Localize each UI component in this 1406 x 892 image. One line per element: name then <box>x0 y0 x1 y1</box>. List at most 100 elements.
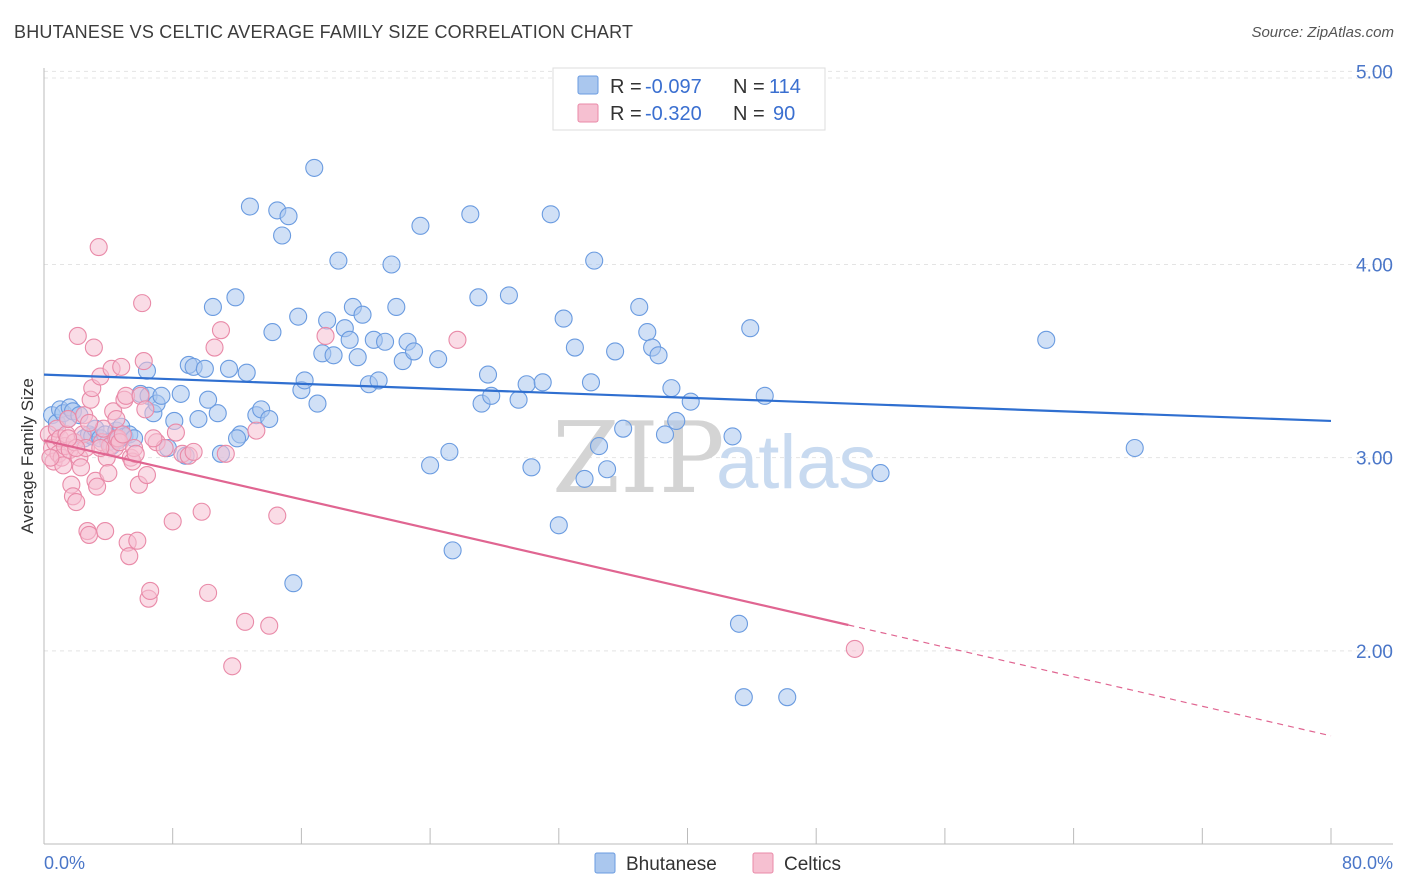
celtics-point-11 <box>59 409 78 429</box>
bhutanese-point-67 <box>369 371 388 390</box>
bhutanese-point-78 <box>443 541 462 560</box>
celtics-point-19 <box>71 458 91 477</box>
stats-legend: R = -0.097 N = 114 R = -0.320 N = 90 <box>552 67 826 131</box>
bhutanese-trend-line <box>43 373 1332 423</box>
celtics-point-62 <box>141 581 160 600</box>
bhutanese-point-109 <box>729 614 749 633</box>
bhutanese-point-92 <box>565 338 584 357</box>
legend-n-label-2: N = <box>733 103 765 125</box>
bhutanese-point-69 <box>382 255 401 274</box>
bhutanese-point-79 <box>461 205 480 224</box>
bhutanese-point-58 <box>324 346 343 365</box>
celtics-point-75 <box>223 657 242 676</box>
grid-layer <box>44 70 1393 652</box>
bhutanese-point-45 <box>260 409 279 429</box>
bhutanese-point-57 <box>318 311 337 330</box>
celtics-point-80 <box>316 326 335 346</box>
bhutanese-point-39 <box>226 288 245 307</box>
bhutanese-point-88 <box>533 373 552 392</box>
bhutanese-point-51 <box>289 307 308 326</box>
celtics-point-16 <box>67 493 86 512</box>
bhutanese-point-95 <box>585 251 604 270</box>
celtics-point-30 <box>89 238 108 257</box>
bhutanese-point-89 <box>541 205 560 224</box>
series-legend-label-bhutanese: Bhutanese <box>626 854 717 875</box>
bhutanese-point-64 <box>353 305 372 324</box>
legend-r-label-1: R = <box>610 76 642 98</box>
bhutanese-point-90 <box>549 516 568 535</box>
celtics-trend-line <box>43 439 849 627</box>
celtics-point-17 <box>68 326 87 346</box>
bhutanese-point-74 <box>411 216 430 235</box>
bhutanese-point-104 <box>655 425 675 444</box>
bhutanese-point-61 <box>340 330 359 349</box>
celtics-point-54 <box>128 531 147 550</box>
celtics-point-71 <box>199 583 218 602</box>
celtics-point-86 <box>41 448 60 467</box>
bhutanese-point-113 <box>1037 330 1056 349</box>
celtics-point-57 <box>133 294 152 313</box>
legend-swatch-bhutanese <box>577 75 599 95</box>
bhutanese-point-103 <box>649 346 668 365</box>
bhutanese-point-115 <box>871 464 890 483</box>
celtics-point-59 <box>136 400 155 419</box>
celtics-point-81 <box>448 330 467 349</box>
bhutanese-point-33 <box>189 409 208 429</box>
celtics-point-79 <box>268 506 287 525</box>
bhutanese-point-54 <box>305 158 324 177</box>
legend-swatch-celtics <box>577 103 599 123</box>
celtics-point-29 <box>88 477 107 496</box>
celtics-point-76 <box>236 612 255 631</box>
legend-r-value-1: -0.097 <box>645 76 702 98</box>
bhutanese-point-35 <box>203 297 222 317</box>
series-celtics-points <box>39 238 864 676</box>
bhutanese-point-106 <box>667 411 686 431</box>
y-axis-label: Average Family Size <box>18 378 37 534</box>
bhutanese-point-41 <box>237 363 256 382</box>
bhutanese-point-101 <box>638 323 657 342</box>
bhutanese-point-29 <box>171 384 190 403</box>
bhutanese-point-91 <box>554 309 573 328</box>
bhutanese-point-38 <box>219 359 239 378</box>
bhutanese-point-108 <box>723 427 742 446</box>
celtics-point-27 <box>84 338 103 357</box>
legend-r-value-2: -0.320 <box>645 103 702 125</box>
watermark-zip: ZIP <box>552 402 725 516</box>
y-tick-label-0: 5.00 <box>1356 62 1393 83</box>
bhutanese-point-110 <box>734 688 753 707</box>
bhutanese-point-100 <box>630 297 649 317</box>
bhutanese-point-77 <box>440 442 459 461</box>
chart-source: Source: ZipAtlas.com <box>1251 24 1394 41</box>
celtics-point-82 <box>845 639 864 658</box>
celtics-point-24 <box>79 525 99 544</box>
bhutanese-point-73 <box>404 342 424 361</box>
celtics-point-74 <box>216 444 235 463</box>
bhutanese-point-111 <box>741 319 760 338</box>
celtics-point-36 <box>99 464 118 483</box>
legend-n-label-1: N = <box>733 76 765 98</box>
bhutanese-point-87 <box>522 458 541 477</box>
series-legend-swatch-bhutanese <box>594 852 616 874</box>
bhutanese-point-85 <box>509 390 528 409</box>
trend-layer <box>43 373 1332 737</box>
celtics-point-60 <box>137 465 157 485</box>
bhutanese-point-50 <box>284 574 303 593</box>
y-tick-label-3: 2.00 <box>1356 642 1393 663</box>
celtics-point-49 <box>120 547 139 566</box>
bhutanese-point-114 <box>1125 438 1144 458</box>
legend-n-value-2: 90 <box>773 103 795 125</box>
bhutanese-point-36 <box>208 404 227 423</box>
bhutanese-point-105 <box>662 379 681 398</box>
bhutanese-point-86 <box>517 375 536 394</box>
bhutanese-point-84 <box>499 286 518 305</box>
y-tick-labels: 5.00 4.00 3.00 2.00 <box>1356 62 1393 663</box>
bhutanese-point-26 <box>152 386 171 405</box>
celtics-point-89 <box>144 429 163 448</box>
celtics-point-65 <box>163 512 182 531</box>
celtics-trend-extension <box>848 624 1332 737</box>
bhutanese-point-82 <box>478 365 498 384</box>
bhutanese-point-98 <box>606 342 625 361</box>
y-tick-label-1: 4.00 <box>1356 255 1393 276</box>
series-legend-label-celtics: Celtics <box>784 854 841 875</box>
